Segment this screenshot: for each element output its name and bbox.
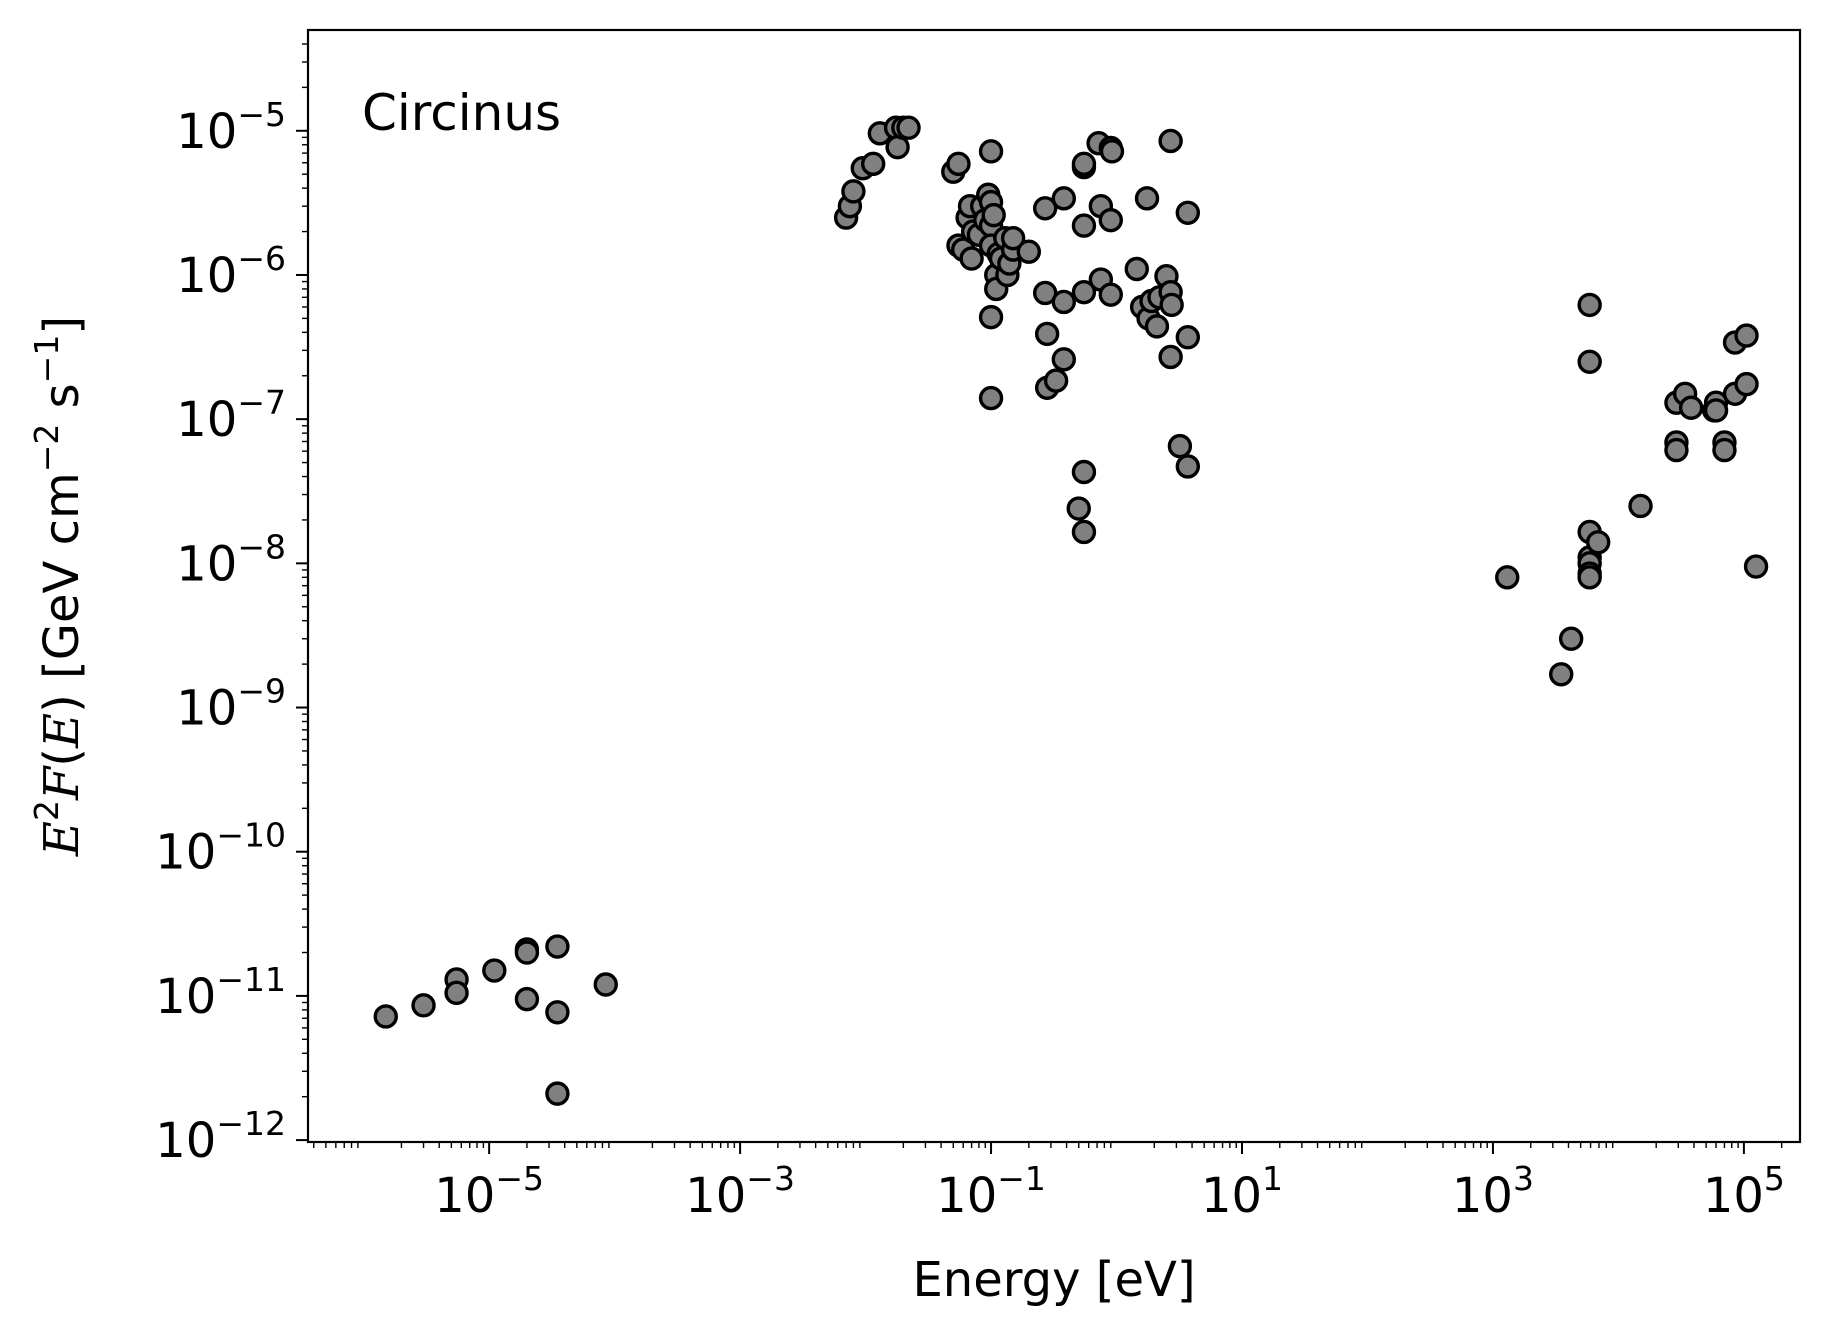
x-tick-label: 10−3 — [685, 1159, 795, 1224]
y-tick-label: 10−7 — [176, 383, 286, 448]
data-point — [1071, 519, 1097, 545]
data-point — [1175, 325, 1201, 350]
data-point — [981, 202, 1006, 228]
data-point — [545, 1000, 570, 1025]
data-point — [1495, 565, 1520, 590]
plot-frame — [306, 28, 1802, 1144]
data-point — [1051, 347, 1076, 372]
y-axis-label: E2F(E) [GeV cm−2 s−1] — [27, 316, 90, 857]
x-tick-label: 101 — [1201, 1159, 1283, 1224]
data-point — [1051, 289, 1076, 315]
data-point — [1124, 256, 1149, 282]
data-point — [841, 179, 866, 204]
data-point — [1734, 371, 1759, 397]
data-point — [545, 1081, 570, 1106]
y-tick-label: 10−11 — [155, 960, 286, 1025]
data-point — [1175, 200, 1201, 225]
x-tick-label: 10−5 — [434, 1159, 544, 1224]
y-tick-label: 10−8 — [176, 527, 286, 592]
y-tick-label: 10−5 — [176, 95, 286, 160]
data-point — [514, 940, 540, 965]
x-tick-label: 103 — [1452, 1159, 1534, 1224]
data-point — [1712, 437, 1737, 463]
y-tick-label: 10−10 — [155, 816, 286, 881]
data-point — [1051, 186, 1076, 211]
data-point — [1577, 349, 1602, 374]
axis-ticks: 10−5 10−3 10−1 101 103 105 10−12 10−11 10−10 10−9… — [155, 43, 1785, 1224]
data-point — [860, 151, 886, 177]
data-point — [1664, 437, 1689, 463]
data-point — [959, 246, 984, 271]
data-point — [1071, 459, 1097, 485]
data-points — [373, 115, 1769, 1106]
data-point — [1678, 395, 1704, 420]
data-point — [593, 972, 618, 997]
data-point — [1000, 225, 1026, 251]
data-point — [1558, 626, 1584, 651]
data-point — [1099, 139, 1125, 164]
data-point — [1034, 321, 1060, 347]
y-tick-label: 10−6 — [176, 239, 286, 304]
data-point — [1071, 279, 1097, 305]
y-tick-label: 10−9 — [176, 672, 286, 737]
data-point — [514, 986, 540, 1012]
data-point — [1585, 530, 1611, 555]
data-point — [411, 993, 436, 1018]
data-point — [1071, 151, 1097, 177]
data-point — [946, 151, 971, 177]
svg-text:E2F(E) [GeV cm−2 s−1]: E2F(E) [GeV cm−2 s−1] — [27, 316, 90, 857]
data-point — [545, 934, 570, 959]
data-point — [1167, 433, 1193, 459]
y-tick-label: 10−12 — [155, 1104, 286, 1169]
data-point — [1134, 186, 1160, 211]
data-point — [896, 115, 921, 140]
data-point — [978, 139, 1004, 164]
data-point — [1703, 398, 1729, 423]
data-point — [1159, 292, 1184, 318]
data-point — [1743, 554, 1769, 579]
data-point — [1158, 344, 1183, 370]
data-point — [978, 385, 1004, 411]
x-tick-label: 105 — [1703, 1159, 1785, 1224]
data-point — [1016, 239, 1042, 264]
data-point — [1043, 368, 1069, 393]
x-tick-label: 10−1 — [936, 1159, 1046, 1224]
x-axis-label: Energy [eV] — [912, 1252, 1195, 1308]
data-point — [1628, 493, 1653, 519]
data-point — [1158, 128, 1183, 154]
source-label: Circinus — [362, 84, 561, 142]
data-point — [444, 980, 469, 1006]
data-point — [482, 958, 507, 983]
data-point — [373, 1004, 398, 1029]
data-point — [1098, 207, 1123, 233]
data-point — [1071, 213, 1097, 238]
data-point — [1734, 323, 1759, 348]
data-point — [1032, 196, 1058, 221]
data-point — [1098, 282, 1123, 307]
data-point — [1144, 314, 1170, 339]
data-point — [1175, 454, 1201, 479]
data-point — [1549, 662, 1574, 687]
data-point — [1577, 565, 1602, 590]
data-point — [1066, 496, 1091, 521]
data-point — [1577, 292, 1602, 318]
data-point — [978, 304, 1004, 330]
